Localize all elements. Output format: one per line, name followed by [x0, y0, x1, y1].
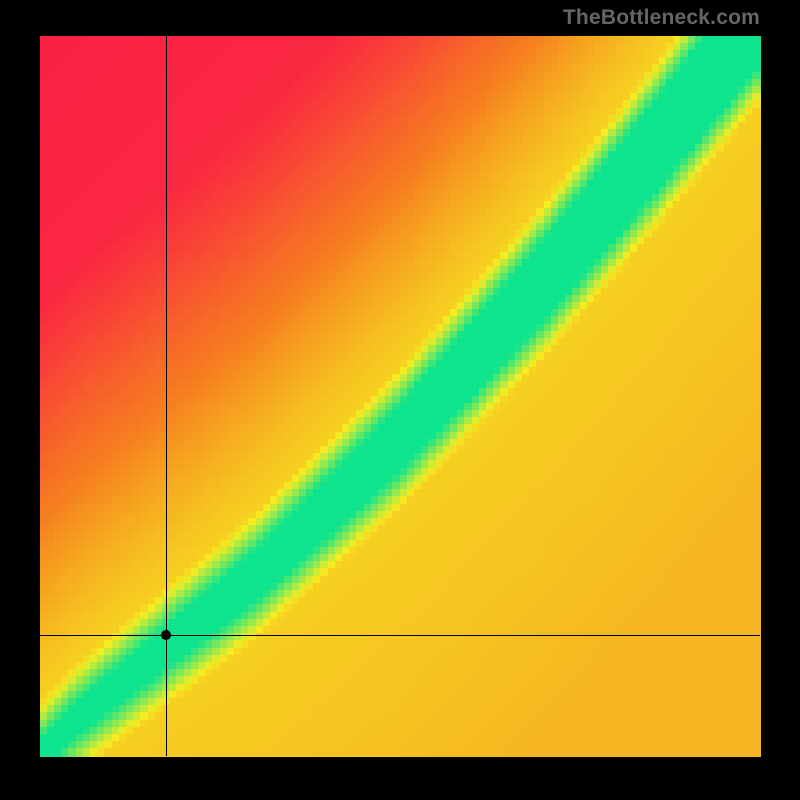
- crosshair-vertical: [166, 36, 167, 756]
- bottleneck-heatmap: [0, 0, 800, 800]
- chart-container: { "watermark": { "text": "TheBottleneck.…: [0, 0, 800, 800]
- crosshair-horizontal: [40, 635, 760, 636]
- watermark-text: TheBottleneck.com: [563, 6, 760, 30]
